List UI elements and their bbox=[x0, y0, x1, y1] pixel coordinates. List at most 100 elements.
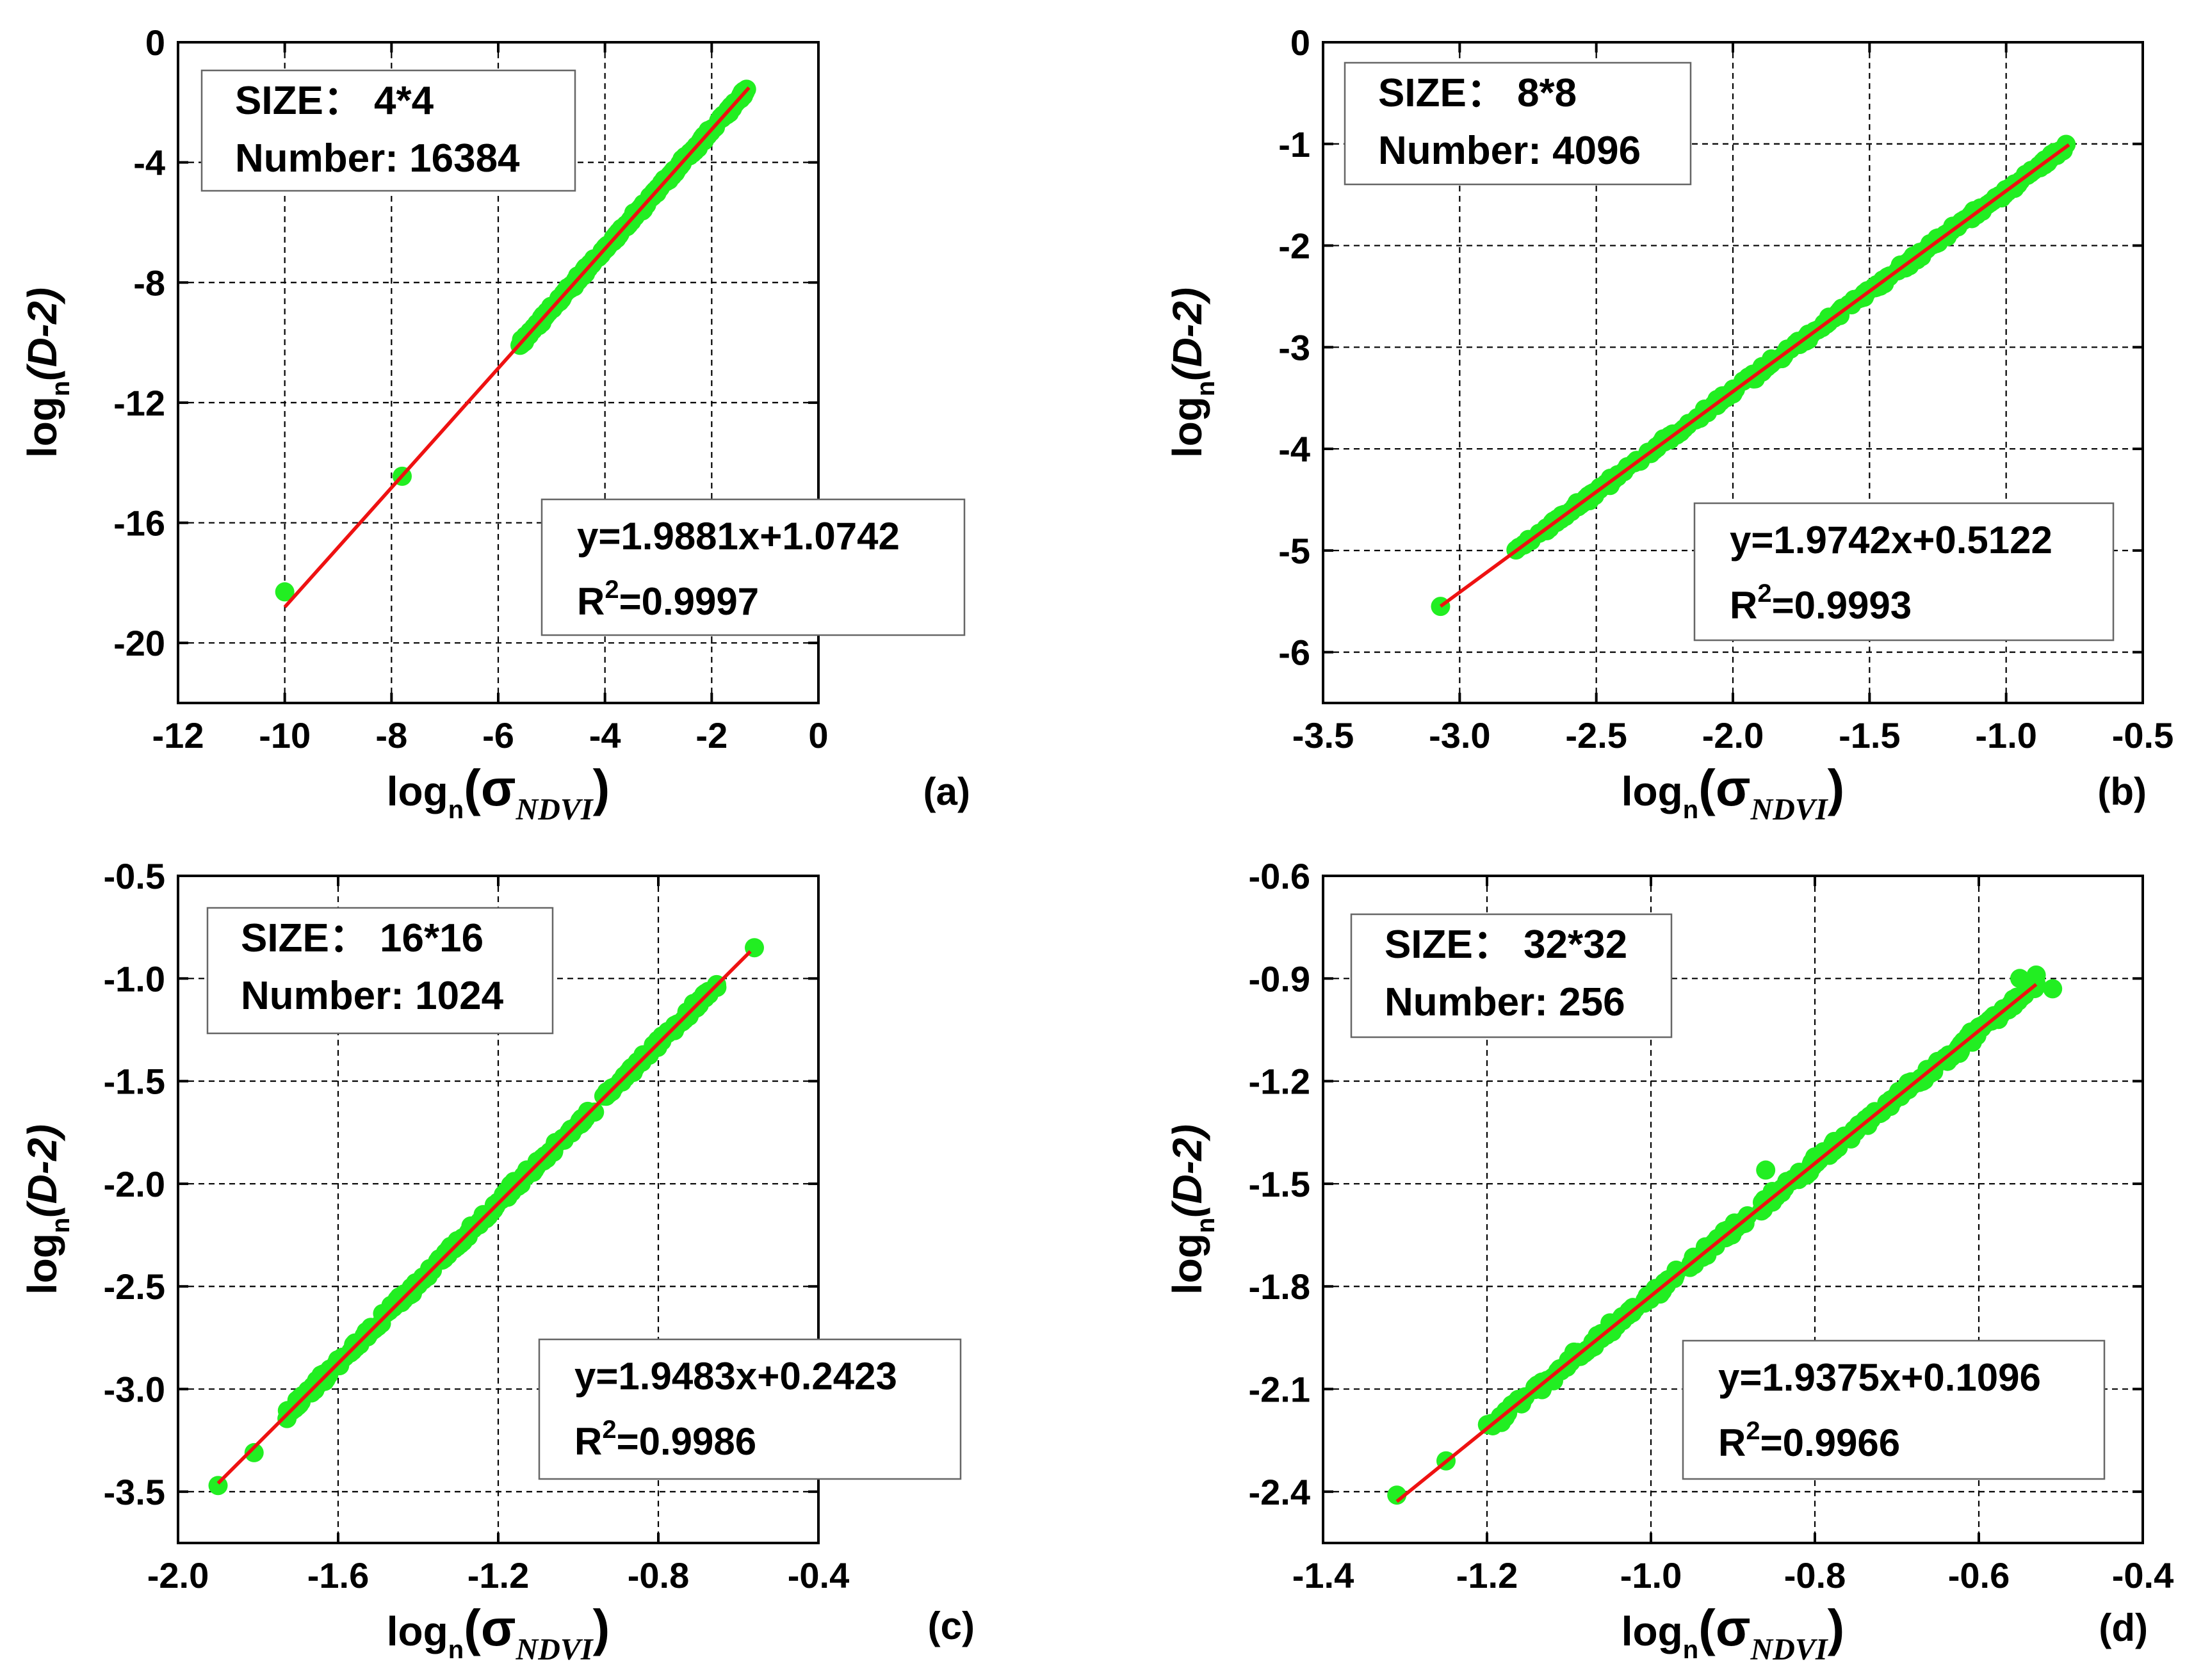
equation-box bbox=[540, 498, 966, 636]
x-label-sigma: (σ bbox=[464, 1599, 516, 1656]
y-label-log: log bbox=[1164, 396, 1210, 458]
y-label-var: (D-2) bbox=[1164, 287, 1210, 381]
number-label: Number: 256 bbox=[1385, 980, 1625, 1024]
y-tick-label: -1.8 bbox=[1249, 1266, 1311, 1307]
x-label-close: ) bbox=[593, 1599, 610, 1656]
size-label: SIZE： 32*32 bbox=[1385, 923, 1627, 967]
x-tick-label: -1.6 bbox=[307, 1555, 370, 1595]
data-point bbox=[1901, 1072, 1921, 1092]
y-tick-label: -0.5 bbox=[104, 856, 166, 896]
data-point bbox=[1802, 1152, 1822, 1172]
y-tick-label: -2.5 bbox=[104, 1266, 166, 1307]
x-tick-label: -0.5 bbox=[2112, 715, 2174, 755]
x-tick-label: -6 bbox=[482, 715, 514, 755]
data-point bbox=[330, 1355, 350, 1375]
y-tick-label: -1.5 bbox=[104, 1062, 166, 1102]
data-point bbox=[1597, 1325, 1616, 1345]
x-label-log: log bbox=[387, 1608, 448, 1654]
y-label-sub: n bbox=[1192, 381, 1220, 396]
data-point bbox=[1969, 1018, 1988, 1038]
panel-d: -1.4 -1.2 -1.0 -0.8 -0.6 -0.4 -2.4 -2.1 -1.8 -1.5… bbox=[1164, 856, 2174, 1667]
r2-prefix: R bbox=[574, 1420, 602, 1463]
x-tick-label: -2.0 bbox=[147, 1555, 209, 1595]
y-label-log: log bbox=[1164, 1233, 1210, 1295]
size-label: SIZE： 4*4 bbox=[235, 79, 434, 123]
y-label-var: (D-2) bbox=[19, 1124, 65, 1218]
plot-frame bbox=[1322, 875, 2144, 1544]
y-tick-label: -3.5 bbox=[104, 1472, 166, 1512]
fit-line bbox=[1395, 983, 2038, 1503]
data-point bbox=[400, 1285, 420, 1305]
data-point bbox=[2010, 969, 2029, 989]
x-label-log: log bbox=[1621, 768, 1683, 814]
equation-box bbox=[1682, 1339, 2106, 1480]
y-axis-label: logn(D-2) bbox=[19, 1124, 75, 1295]
r2-prefix: R bbox=[1730, 584, 1757, 627]
x-tick-label: -0.8 bbox=[628, 1555, 690, 1595]
info-box bbox=[1344, 61, 1692, 186]
equation-label: y=1.9881x+1.0742 bbox=[577, 515, 900, 558]
data-point bbox=[639, 1046, 659, 1065]
r2-prefix: R bbox=[577, 580, 605, 623]
equation-box bbox=[538, 1338, 962, 1480]
x-tick-label: -1.2 bbox=[1456, 1555, 1518, 1595]
y-tick-label: -4 bbox=[1278, 429, 1310, 469]
x-label-sigma: (σ bbox=[1698, 759, 1750, 816]
panel-label: (c) bbox=[928, 1604, 975, 1647]
y-label-var: (D-2) bbox=[1164, 1124, 1210, 1218]
x-tick-label: -2.5 bbox=[1565, 715, 1627, 755]
x-axis-label: logn(σNDVI) bbox=[387, 1599, 610, 1667]
info-box bbox=[1350, 913, 1673, 1038]
y-label-sub: n bbox=[47, 1218, 75, 1233]
data-point bbox=[674, 1010, 694, 1030]
r2-value: =0.9997 bbox=[619, 580, 760, 623]
x-tick-label: -12 bbox=[152, 715, 204, 755]
x-label-close: ) bbox=[1828, 1599, 1845, 1656]
y-tick-label: -6 bbox=[1278, 633, 1310, 673]
data-point bbox=[1684, 1255, 1704, 1275]
x-tick-label: -1.2 bbox=[467, 1555, 530, 1595]
y-axis-label: logn(D-2) bbox=[19, 287, 75, 458]
y-label-log: log bbox=[19, 396, 65, 458]
y-label-sub: n bbox=[1192, 1218, 1220, 1233]
y-tick-label: 0 bbox=[145, 22, 165, 63]
x-tick-label: -1.0 bbox=[1620, 1555, 1682, 1595]
x-label-ndvi: NDVI bbox=[1750, 1633, 1829, 1667]
fit-line bbox=[216, 950, 752, 1485]
y-label-log: log bbox=[19, 1233, 65, 1295]
y-tick-label: -1 bbox=[1278, 124, 1310, 165]
y-tick-label: -4 bbox=[133, 143, 165, 183]
r2-prefix: R bbox=[1718, 1421, 1746, 1464]
data-point bbox=[1387, 1485, 1407, 1505]
x-label-sigma: (σ bbox=[464, 759, 516, 816]
y-tick-label: -16 bbox=[113, 503, 165, 544]
data-point bbox=[277, 1409, 297, 1428]
r2-label: R2=0.9997 bbox=[577, 576, 759, 623]
y-axis-label: logn(D-2) bbox=[1164, 1124, 1220, 1295]
data-point bbox=[275, 582, 295, 602]
number-label: Number: 1024 bbox=[241, 974, 504, 1018]
x-tick-label: -2.0 bbox=[1702, 715, 1764, 755]
x-label-sub: n bbox=[448, 796, 464, 824]
x-tick-label: -0.4 bbox=[2112, 1555, 2174, 1595]
fit-line bbox=[283, 86, 751, 609]
r2-label: R2=0.9966 bbox=[1718, 1417, 1900, 1464]
size-label: SIZE： 16*16 bbox=[241, 916, 483, 960]
panel-c: -2.0 -1.6 -1.2 -0.8 -0.4 -3.5 -3.0 -2.5 -2.0 -1.5… bbox=[19, 856, 975, 1667]
x-label-close: ) bbox=[1828, 759, 1845, 816]
r2-value: =0.9986 bbox=[617, 1420, 757, 1463]
y-tick-label: -20 bbox=[113, 623, 165, 663]
data-point bbox=[573, 1111, 593, 1131]
y-tick-label: -5 bbox=[1278, 531, 1310, 571]
x-label-sub: n bbox=[1683, 1636, 1698, 1664]
panel-label: (a) bbox=[923, 770, 970, 813]
x-tick-label: -1.4 bbox=[1292, 1555, 1354, 1595]
x-label-ndvi: NDVI bbox=[516, 1633, 594, 1667]
x-label-sub: n bbox=[1683, 796, 1698, 824]
panel-label: (b) bbox=[2097, 770, 2147, 813]
x-tick-label: -3.0 bbox=[1429, 715, 1491, 755]
x-tick-label: -10 bbox=[259, 715, 311, 755]
equation-label: y=1.9375x+0.1096 bbox=[1718, 1356, 2041, 1399]
y-tick-label: -8 bbox=[133, 262, 165, 303]
